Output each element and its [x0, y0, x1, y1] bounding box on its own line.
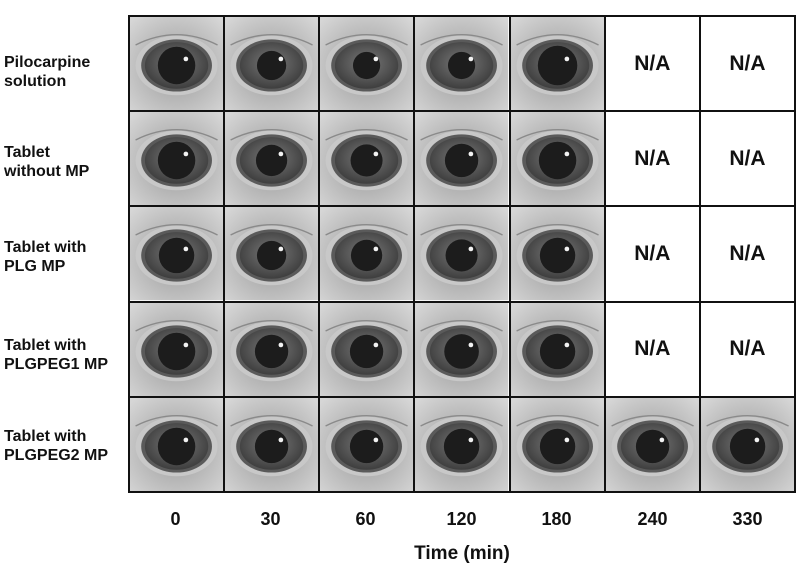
eye-photo: [225, 397, 321, 493]
row-label-tablet-plgpeg2-mp: Tablet with PLGPEG2 MP: [4, 427, 128, 465]
na-label: N/A: [634, 337, 671, 361]
eye-photo: [700, 397, 796, 493]
na-label: N/A: [634, 241, 671, 265]
eye-photo: [130, 207, 226, 303]
eye-photo: [130, 302, 226, 398]
eye-photo: [415, 397, 511, 493]
eye-photo: [130, 397, 226, 493]
time-tick-330: 330: [732, 509, 763, 529]
eye-photo: [415, 207, 511, 303]
eye-image: [510, 207, 604, 301]
eye-image: [225, 397, 319, 491]
eye-image: [320, 397, 414, 491]
time-tick-120: 120: [446, 509, 477, 529]
eye-image: [605, 397, 699, 491]
eye-photo: [225, 112, 321, 208]
na-cell: N/A: [605, 302, 701, 398]
eye-photo: [320, 207, 416, 303]
row-label-line: without MP: [4, 163, 90, 180]
eye-photo: [225, 302, 321, 398]
eye-photo: [130, 112, 226, 208]
na-cell: N/A: [700, 17, 796, 113]
photo-grid: N/A N/A N/A N/A N/A N/A N/A N/A: [128, 15, 796, 493]
na-cell: N/A: [700, 112, 796, 208]
eye-image: [225, 302, 319, 396]
row-label-line: Tablet with: [4, 239, 87, 256]
na-label: N/A: [729, 241, 766, 265]
eye-image: [130, 302, 224, 396]
time-tick-0: 0: [170, 509, 181, 529]
eye-photo: [225, 17, 321, 113]
eye-photo: [510, 302, 606, 398]
eye-photo: [225, 207, 321, 303]
eye-image: [510, 397, 604, 491]
eye-image: [225, 17, 319, 111]
na-cell: N/A: [700, 207, 796, 303]
time-tick-60: 60: [355, 509, 376, 529]
eye-image: [510, 302, 604, 396]
eye-photo: [320, 302, 416, 398]
eye-photo: [130, 17, 226, 113]
na-cell: N/A: [605, 207, 701, 303]
na-label: N/A: [729, 146, 766, 170]
eye-image: [415, 207, 509, 301]
eye-photo: [415, 17, 511, 113]
eye-photo: [320, 17, 416, 113]
eye-image: [510, 112, 604, 206]
na-label: N/A: [729, 337, 766, 361]
eye-image: [415, 112, 509, 206]
eye-photo: [415, 302, 511, 398]
row-label-tablet-plg-mp: Tablet with PLG MP: [4, 238, 128, 276]
row-label-line: PLGPEG1 MP: [4, 356, 109, 373]
eye-image: [130, 397, 224, 491]
time-tick-240: 240: [637, 509, 668, 529]
eye-photo: [510, 397, 606, 493]
time-tick-180: 180: [541, 509, 572, 529]
eye-image: [320, 17, 414, 111]
eye-photo: [510, 17, 606, 113]
eye-image: [130, 112, 224, 206]
na-cell: N/A: [605, 17, 701, 113]
eye-image: [320, 302, 414, 396]
row-label-line: Tablet with: [4, 428, 87, 445]
eye-image: [510, 17, 604, 111]
row-label-line: Tablet with: [4, 337, 87, 354]
row-label-line: Pilocarpine: [4, 54, 91, 71]
eye-image: [320, 112, 414, 206]
eye-photo: [320, 397, 416, 493]
eye-photo: [510, 207, 606, 303]
eye-image: [415, 17, 509, 111]
eye-photo: [415, 112, 511, 208]
x-axis-title: Time (min): [414, 543, 510, 564]
na-label: N/A: [634, 51, 671, 75]
row-label-line: Tablet: [4, 144, 50, 161]
eye-image: [130, 17, 224, 111]
eye-image: [225, 112, 319, 206]
row-label-tablet-plgpeg1-mp: Tablet with PLGPEG1 MP: [4, 336, 128, 374]
row-label-tablet-without-mp: Tablet without MP: [4, 143, 128, 181]
eye-image: [320, 207, 414, 301]
eye-photo: [510, 112, 606, 208]
eye-photo: [320, 112, 416, 208]
eye-image: [700, 397, 794, 491]
row-label-line: solution: [4, 73, 67, 90]
eye-image: [225, 207, 319, 301]
na-cell: N/A: [605, 112, 701, 208]
row-label-pilocarpine-solution: Pilocarpine solution: [4, 53, 128, 91]
na-label: N/A: [634, 146, 671, 170]
na-label: N/A: [729, 51, 766, 75]
time-tick-30: 30: [260, 509, 281, 529]
row-label-line: PLG MP: [4, 258, 66, 275]
eye-image: [415, 302, 509, 396]
eye-image: [415, 397, 509, 491]
na-cell: N/A: [700, 302, 796, 398]
row-label-line: PLGPEG2 MP: [4, 447, 109, 464]
eye-photo: [605, 397, 701, 493]
eye-image: [130, 207, 224, 301]
